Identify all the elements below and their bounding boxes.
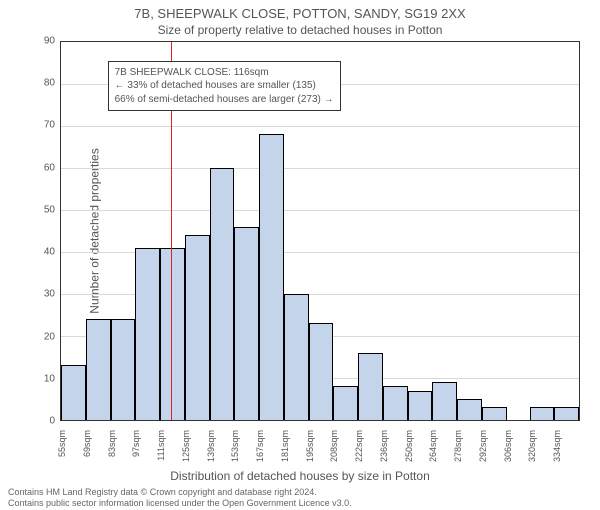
x-tick: 83sqm [107,430,117,475]
x-tick: 264sqm [428,430,438,475]
histogram-bar [383,386,408,420]
x-tick: 334sqm [552,430,562,475]
x-tick: 69sqm [82,430,92,475]
histogram-bar [432,382,457,420]
histogram-bar [284,294,309,420]
histogram-bar [259,134,284,420]
footer-line1: Contains HM Land Registry data © Crown c… [8,487,592,498]
x-tick: 97sqm [131,430,141,475]
anno-line2: ← 33% of detached houses are smaller (13… [115,79,334,93]
histogram-bar [160,248,185,420]
histogram-bar [530,407,555,420]
chart-subtitle: Size of property relative to detached ho… [0,23,600,37]
y-tick: 20 [30,331,55,342]
histogram-bar [333,386,358,420]
y-tick: 10 [30,373,55,384]
x-tick: 250sqm [404,430,414,475]
x-ticks: 55sqm 69sqm 83sqm 97sqm 111sqm 125sqm 139sqm 15… [60,425,580,475]
histogram-bar [457,399,482,420]
chart-title: 7B, SHEEPWALK CLOSE, POTTON, SANDY, SG19… [0,6,600,21]
histogram-bar [111,319,136,420]
x-tick: 125sqm [181,430,191,475]
histogram-bar [408,391,433,420]
y-tick: 0 [30,416,55,427]
plot-frame: 7B SHEEPWALK CLOSE: 116sqm ← 33% of deta… [60,41,580,421]
x-tick: 320sqm [527,430,537,475]
x-tick: 167sqm [255,430,265,475]
x-tick: 181sqm [280,430,290,475]
histogram-bar [554,407,579,420]
histogram-bar [358,353,383,420]
anno-line3: 66% of semi-detached houses are larger (… [115,93,334,107]
y-tick: 60 [30,162,55,173]
histogram-bar [482,407,507,420]
plot-area: Number of detached properties 7B SHEEPWA… [60,41,580,421]
y-tick: 40 [30,247,55,258]
y-tick: 30 [30,289,55,300]
anno-line1: 7B SHEEPWALK CLOSE: 116sqm [115,66,334,80]
x-tick: 139sqm [206,430,216,475]
x-tick: 222sqm [354,430,364,475]
x-tick: 236sqm [379,430,389,475]
x-tick: 278sqm [453,430,463,475]
x-tick: 55sqm [57,430,67,475]
x-tick: 195sqm [305,430,315,475]
histogram-bar [234,227,259,420]
y-tick: 80 [30,78,55,89]
x-tick: 208sqm [329,430,339,475]
histogram-bar [61,365,86,420]
y-tick: 90 [30,36,55,47]
y-tick: 50 [30,204,55,215]
histogram-bar [309,323,334,420]
footer-attribution: Contains HM Land Registry data © Crown c… [0,483,600,510]
histogram-bar [86,319,111,420]
histogram-bar [210,168,235,420]
y-tick: 70 [30,120,55,131]
histogram-bar [185,235,210,420]
x-tick: 153sqm [230,430,240,475]
annotation-box: 7B SHEEPWALK CLOSE: 116sqm ← 33% of deta… [108,61,341,112]
histogram-bar [135,248,160,420]
x-tick: 306sqm [503,430,513,475]
x-tick: 292sqm [478,430,488,475]
x-tick: 111sqm [156,430,166,475]
